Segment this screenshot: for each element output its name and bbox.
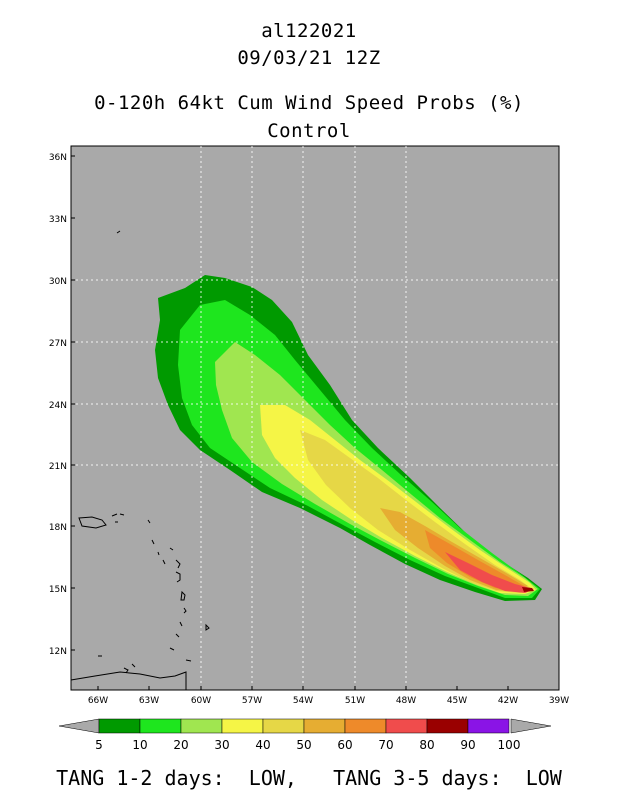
lat-label: 15N — [49, 585, 67, 595]
member-title: Control — [267, 120, 351, 142]
south-america-coast — [70, 671, 187, 690]
lat-ticks — [71, 155, 75, 651]
lon-label: 57W — [242, 696, 262, 706]
swath-40 — [300, 430, 532, 593]
product-title: 0-120h 64kt Cum Wind Speed Probs (%) — [94, 92, 524, 114]
lon-label: 51W — [345, 696, 365, 706]
tang-summary: TANG 1-2 days: LOW, TANG 3-5 days: LOW — [56, 766, 562, 790]
lat-label: 27N — [49, 339, 67, 349]
colorbar-right-arrow — [510, 718, 552, 734]
lat-label: 12N — [49, 647, 67, 657]
graticule — [71, 146, 559, 690]
swath-20 — [215, 342, 538, 596]
colorbar-cell — [426, 718, 469, 734]
swath-80 — [522, 587, 534, 592]
datetime-title: 09/03/21 12Z — [237, 47, 381, 69]
swath-60 — [425, 530, 526, 591]
colorbar-cell — [98, 718, 141, 734]
colorbar-cell — [221, 718, 264, 734]
lat-label: 24N — [49, 401, 67, 411]
colorbar-cell — [262, 718, 305, 734]
puerto-rico-island — [78, 516, 107, 529]
swath-70 — [445, 552, 534, 593]
lon-label: 39W — [549, 696, 569, 706]
colorbar-label: 50 — [296, 738, 311, 752]
colorbar-label: 100 — [498, 738, 521, 752]
lon-label: 63W — [139, 696, 159, 706]
latitude-labels: 36N 33N 30N 27N 24N 21N 18N 15N 12N — [49, 153, 67, 657]
virgin-islands — [111, 513, 125, 523]
lon-label: 54W — [293, 696, 313, 706]
colorbar: 5 10 20 30 40 50 60 70 80 90 100 — [58, 718, 552, 752]
colorbar-label: 5 — [95, 738, 103, 752]
lon-ticks — [97, 686, 509, 690]
colorbar-cell — [344, 718, 387, 734]
colorbar-left-arrow — [58, 718, 100, 734]
probability-swath — [155, 275, 542, 601]
bermuda-island — [116, 230, 121, 234]
colorbar-label: 10 — [132, 738, 147, 752]
colorbar-cell — [385, 718, 428, 734]
colorbar-label: 60 — [337, 738, 352, 752]
lat-label: 18N — [49, 523, 67, 533]
longitude-labels: 66W 63W 60W 57W 54W 51W 48W 45W 42W 39W — [88, 696, 569, 706]
colorbar-cell — [303, 718, 346, 734]
colorbar-cell — [139, 718, 182, 734]
lon-label: 66W — [88, 696, 108, 706]
colorbar-label: 20 — [173, 738, 188, 752]
caribbean-islands-south — [98, 655, 136, 674]
lat-label: 30N — [49, 277, 67, 287]
lon-label: 42W — [498, 696, 518, 706]
colorbar-cell — [180, 718, 223, 734]
colorbar-label: 80 — [419, 738, 434, 752]
lon-label: 60W — [191, 696, 211, 706]
lat-label: 33N — [49, 215, 67, 225]
lat-label: 21N — [49, 462, 67, 472]
lat-label: 36N — [49, 153, 67, 163]
colorbar-cell — [467, 718, 510, 734]
colorbar-label: 90 — [460, 738, 475, 752]
lesser-antilles — [147, 519, 210, 662]
storm-id-title: al122021 — [261, 20, 357, 42]
colorbar-label: 30 — [214, 738, 229, 752]
colorbar-label: 40 — [255, 738, 270, 752]
coastlines — [70, 230, 210, 690]
lon-label: 45W — [447, 696, 467, 706]
lon-label: 48W — [396, 696, 416, 706]
colorbar-label: 70 — [378, 738, 393, 752]
